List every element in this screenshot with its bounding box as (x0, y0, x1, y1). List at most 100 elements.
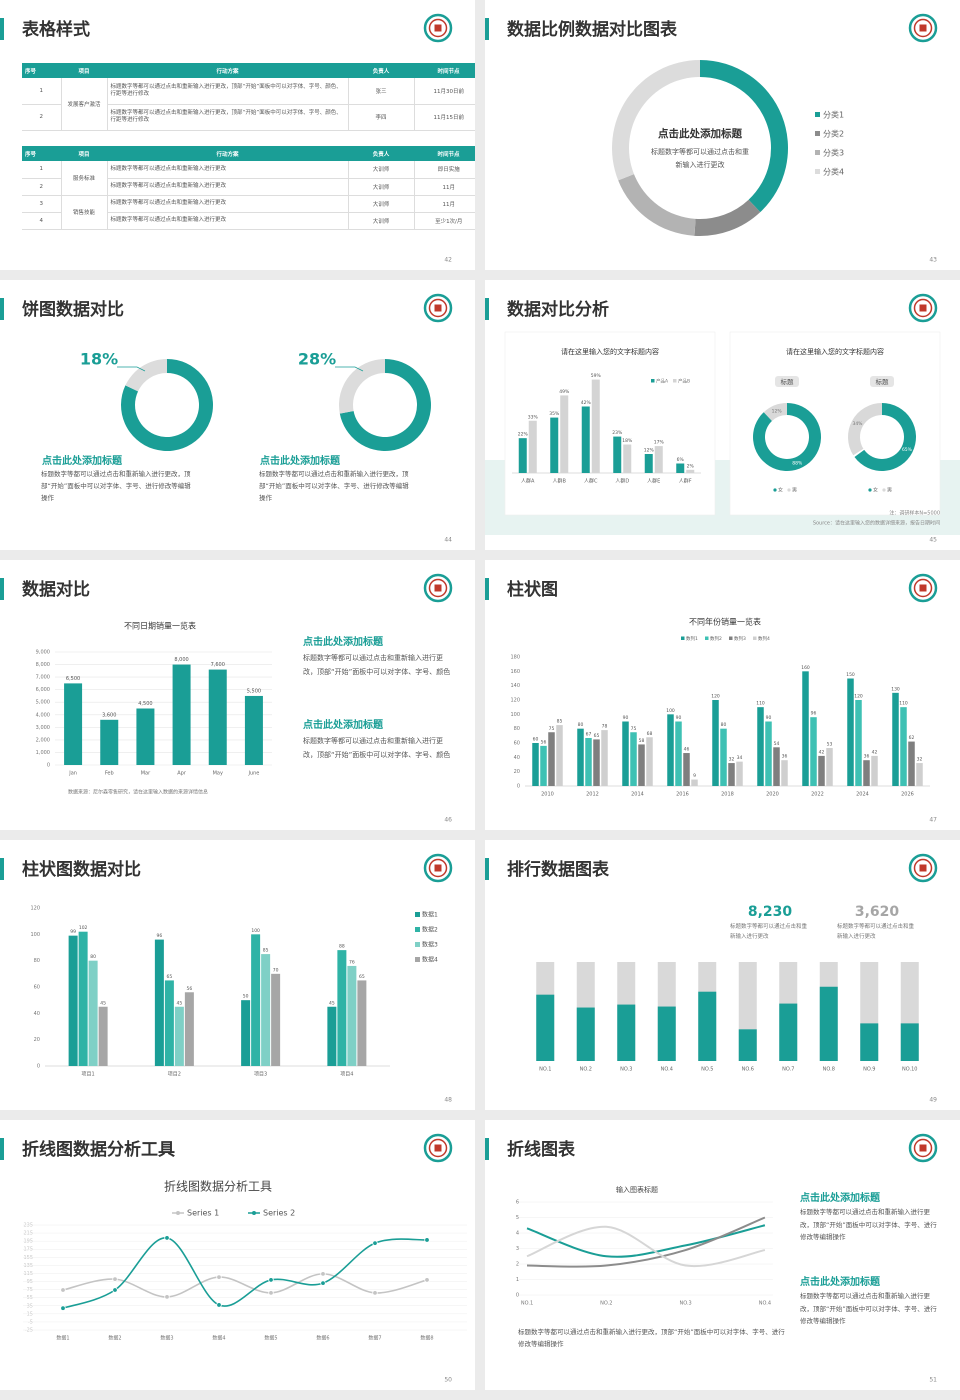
bar (779, 1003, 798, 1061)
y-tick-label: 7,000 (36, 675, 50, 681)
table-cell: 大训师 (347, 212, 414, 229)
data-label: 85 (557, 719, 563, 725)
bar (585, 737, 592, 786)
title-accent (0, 298, 4, 320)
data-label: 96 (811, 711, 817, 717)
data-label: 45 (100, 1000, 106, 1006)
stat-value: 8,230 (748, 904, 793, 920)
data-label: 5,500 (247, 688, 261, 694)
y-tick-label: 0 (47, 763, 50, 769)
line-point (268, 1290, 274, 1296)
bar (712, 700, 719, 786)
legend-dot (868, 488, 872, 492)
slide-title: 数据对比分析 (507, 299, 609, 320)
legend-swatch (415, 912, 420, 917)
y-tick-label: 60 (514, 741, 520, 747)
bar (528, 420, 537, 473)
chart-title: 折线图数据分析工具 (164, 1179, 272, 1194)
x-tick-label: 2016 (676, 792, 689, 798)
logo-mark (434, 584, 442, 592)
logo-mark (434, 864, 442, 872)
bar (738, 1029, 757, 1061)
table-row: 4 标题数字等都可以通过点击和重新输入进行更改 大训师 至少1次/月 (22, 212, 475, 229)
bar (271, 973, 281, 1066)
table-cell: 11月 (413, 178, 475, 195)
legend-label: 分类3 (823, 148, 844, 158)
x-tick-label: NO.6 (742, 1067, 754, 1073)
bar (550, 417, 559, 473)
text-heading: 点击此处添加标题 (303, 718, 384, 731)
item-label: 标题 (876, 377, 890, 386)
bar (337, 950, 347, 1066)
donut-segment (612, 60, 700, 181)
y-tick-label: 135 (23, 1263, 33, 1269)
y-tick-label: 1 (516, 1277, 519, 1283)
text-heading: 点击此处添加标题 (303, 635, 384, 648)
data-label: 50 (243, 994, 249, 1000)
y-tick-label: 3 (516, 1246, 519, 1252)
leader-line (117, 366, 146, 372)
bar (826, 748, 833, 786)
bar (244, 695, 263, 765)
bar (916, 763, 923, 786)
x-tick-label: NO.5 (701, 1067, 713, 1073)
slide: 柱状图 47 不同年份销量一览表 数列1 数列2 数列3 数列4 0 20 40 60 80 100 12… (485, 560, 960, 830)
bar (536, 994, 555, 1061)
bar (548, 732, 555, 786)
slide: 数据比例数据对比图表 43 分类1 分类2 分类3 分类4 点击此处添加标题 标题数字等都可以… (485, 0, 960, 270)
chart-title: 请在这里输入您的文字标题内容 (786, 347, 884, 356)
data-label: 4,500 (138, 701, 152, 707)
y-tick-label: 4 (516, 1231, 519, 1237)
slide-title: 柱状图数据对比 (22, 859, 141, 880)
x-tick-label: 人群C (584, 478, 598, 485)
bar (667, 714, 674, 786)
legend-label: 数列2 (710, 635, 722, 642)
x-tick-label: NO.4 (759, 1301, 771, 1307)
legend-swatch (415, 957, 420, 962)
data-label: 36 (864, 754, 870, 760)
bar (184, 992, 194, 1066)
legend-swatch (753, 636, 757, 640)
bar (855, 700, 862, 786)
y-tick-label: 35 (27, 1303, 33, 1309)
data-label: 65 (359, 974, 365, 980)
data-label: 53 (827, 742, 833, 748)
bar (675, 721, 682, 786)
legend-swatch (815, 169, 820, 174)
bar (172, 664, 191, 765)
line-series (526, 1216, 766, 1268)
data-label: 58 (639, 738, 645, 744)
data-label: 120 (854, 694, 863, 700)
y-tick-label: 20 (34, 1037, 40, 1043)
slide-title: 折线图数据分析工具 (22, 1139, 175, 1160)
page-number: 47 (929, 817, 937, 824)
data-label: 17% (654, 440, 665, 446)
data-label: 32 (729, 757, 735, 763)
x-tick-label: 数据5 (264, 1335, 277, 1342)
logo-mark (434, 304, 442, 312)
data-label: 102 (79, 925, 88, 931)
x-tick-label: 项目2 (168, 1072, 181, 1078)
data-label: 160 (801, 665, 810, 671)
data-label: 36 (782, 754, 788, 760)
legend-label: 女 (778, 487, 783, 494)
x-tick-label: 项目1 (82, 1072, 95, 1078)
line-series (62, 1273, 428, 1298)
donut-segment (694, 199, 761, 237)
legend-label: 男 (887, 488, 892, 494)
y-tick-label: 9,000 (36, 650, 50, 656)
bar (802, 671, 809, 786)
data-label: 54 (774, 741, 780, 747)
ring-value: 88% (792, 461, 803, 467)
data-label: 70 (273, 967, 279, 973)
group-cell: 发展客户激活 (60, 78, 108, 130)
data-label: 35% (549, 411, 560, 417)
logo-mark (434, 24, 442, 32)
y-tick-label: 0 (517, 784, 520, 790)
data-label: 12% (644, 448, 655, 454)
legend-label: 数列3 (734, 635, 746, 642)
table-cell: 1 (39, 87, 44, 94)
line-series (526, 1224, 766, 1258)
leader-line (335, 366, 364, 372)
